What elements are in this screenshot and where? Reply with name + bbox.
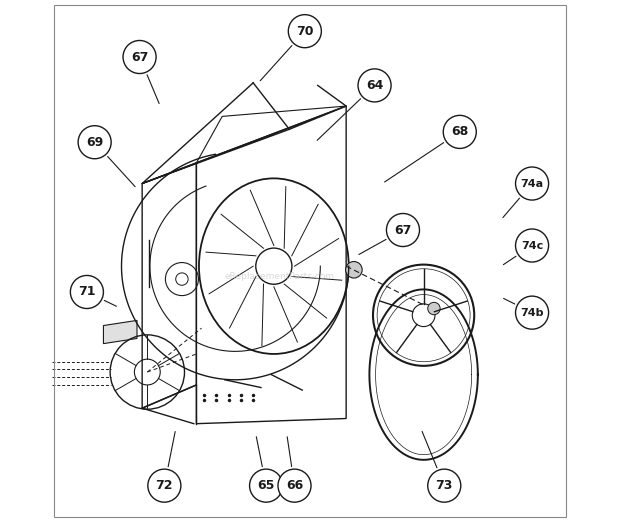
- Text: 67: 67: [394, 223, 412, 236]
- Circle shape: [516, 167, 549, 200]
- Text: 71: 71: [78, 286, 95, 299]
- Text: 74a: 74a: [521, 179, 544, 188]
- Circle shape: [123, 41, 156, 74]
- Circle shape: [278, 469, 311, 502]
- Text: 72: 72: [156, 479, 173, 492]
- Text: 69: 69: [86, 136, 104, 149]
- Text: 65: 65: [257, 479, 275, 492]
- Circle shape: [345, 262, 362, 278]
- Circle shape: [358, 69, 391, 102]
- Circle shape: [70, 276, 104, 309]
- Circle shape: [443, 115, 476, 148]
- Text: eReplacementParts.com: eReplacementParts.com: [224, 272, 334, 281]
- Circle shape: [516, 296, 549, 329]
- Text: 64: 64: [366, 79, 383, 92]
- Circle shape: [428, 469, 461, 502]
- Text: 66: 66: [286, 479, 303, 492]
- Text: 74c: 74c: [521, 241, 543, 251]
- Text: 68: 68: [451, 125, 468, 138]
- Circle shape: [78, 126, 111, 159]
- Text: 74b: 74b: [520, 307, 544, 318]
- Text: 70: 70: [296, 25, 314, 38]
- Text: 73: 73: [436, 479, 453, 492]
- Circle shape: [386, 213, 420, 246]
- Circle shape: [288, 15, 321, 48]
- Circle shape: [250, 469, 283, 502]
- Circle shape: [428, 302, 440, 315]
- Circle shape: [148, 469, 181, 502]
- Text: 67: 67: [131, 51, 148, 64]
- Polygon shape: [104, 321, 137, 343]
- Circle shape: [516, 229, 549, 262]
